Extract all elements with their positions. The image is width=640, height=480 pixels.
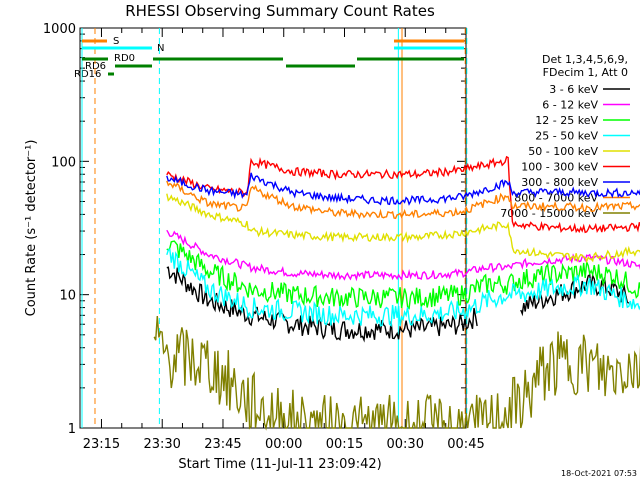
- y-tick-label: 10: [59, 289, 76, 304]
- series-5: [166, 155, 640, 234]
- legend-entry-label: 50 - 100 keV: [528, 145, 598, 158]
- x-tick-label: 23:15: [83, 437, 120, 452]
- legend-entry-label: 100 - 300 keV: [521, 161, 598, 174]
- series-line: [166, 155, 640, 234]
- y-tick-label: 100: [51, 155, 76, 170]
- legend-entry-label: 12 - 25 keV: [535, 114, 598, 127]
- legend-entry-label: 3 - 6 keV: [549, 83, 598, 96]
- legend-header-line: FDecim 1, Att 0: [543, 66, 628, 79]
- x-tick-label: 23:30: [143, 437, 180, 452]
- series-3: [166, 248, 640, 327]
- series-4: [166, 193, 640, 264]
- series-8: [153, 315, 640, 431]
- legend-entry-label: 6 - 12 keV: [542, 99, 598, 112]
- x-tick-label: 00:15: [326, 437, 363, 452]
- x-tick-label: 00:00: [265, 437, 302, 452]
- series-line: [166, 248, 640, 327]
- chart-title: RHESSI Observing Summary Count Rates: [125, 2, 435, 20]
- series-line: [166, 193, 640, 264]
- plot-area: 1 10 100 1000 23:15 23:30 23:45 00:00 00:15 00:30…: [43, 22, 640, 452]
- x-tick-label: 23:45: [204, 437, 241, 452]
- x-tick-label: 00:45: [447, 437, 484, 452]
- footer-timestamp: 18-Oct-2021 07:53: [561, 469, 637, 478]
- series-2: [166, 240, 640, 310]
- series-1: [166, 229, 640, 282]
- series-line: [166, 172, 640, 206]
- series-line: [166, 229, 640, 282]
- status-label-rd0: RD0: [114, 53, 135, 64]
- status-label-n: N: [157, 43, 164, 54]
- x-axis-label: Start Time (11-Jul-11 23:09:42): [178, 457, 381, 472]
- legend-entry-label: 25 - 50 keV: [535, 130, 598, 143]
- y-axis-label: Count Rate (s⁻¹ detector⁻¹): [24, 140, 39, 317]
- series-7: [166, 180, 640, 220]
- legend-header-line: Det 1,3,4,5,6,9,: [542, 53, 628, 66]
- x-tick-label: 00:30: [387, 437, 424, 452]
- y-tick-label: 1: [68, 422, 76, 437]
- series-line: [166, 180, 640, 220]
- plot-frame: [79, 27, 467, 429]
- y-tick-label: 1000: [43, 22, 76, 37]
- status-label-rd6: RD6: [85, 61, 106, 72]
- series-line: [153, 315, 640, 431]
- status-label-rd16: RD16: [74, 69, 101, 80]
- series-0: [166, 266, 630, 343]
- legend-header: Det 1,3,4,5,6,9,FDecim 1, Att 0: [542, 53, 628, 79]
- series-line: [166, 266, 630, 343]
- legend-entry-label: 300 - 800 keV: [521, 176, 598, 189]
- legend: 3 - 6 keV 6 - 12 keV 12 - 25 keV 25 - 50 ke…: [500, 83, 630, 220]
- series-line: [166, 240, 640, 310]
- legend-entry-label: 7000 - 15000 keV: [500, 207, 598, 220]
- status-label-s: S: [113, 36, 119, 47]
- series-6: [166, 172, 640, 206]
